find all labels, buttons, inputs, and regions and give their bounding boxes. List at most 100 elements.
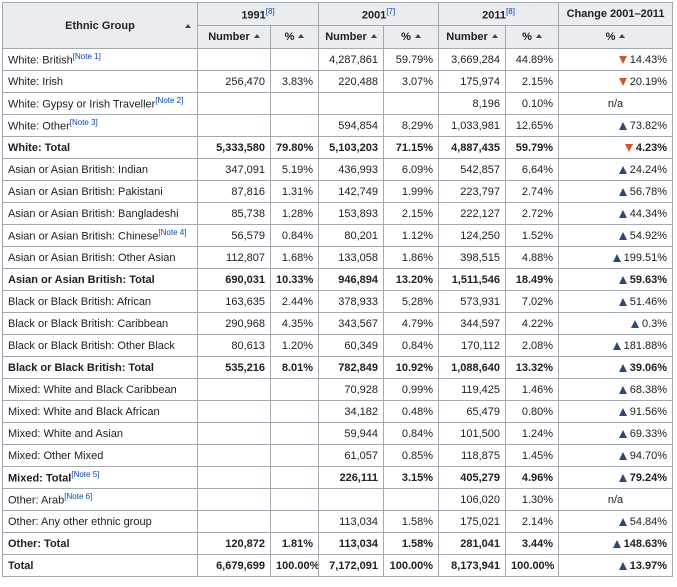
cell-text: 0.84%: [281, 229, 314, 242]
cell: 13.20%: [383, 268, 440, 291]
cell-text: 2.44%: [281, 295, 314, 308]
subheader[interactable]: %: [558, 25, 674, 49]
cell: [197, 114, 271, 137]
cell-text: 1.31%: [281, 185, 314, 198]
trend-icon: [630, 319, 639, 328]
row-label: Other: Total: [2, 532, 198, 555]
row-label: White: Irish: [2, 70, 198, 93]
cell-text: 2.15%: [401, 207, 434, 220]
cell: 1.52%: [505, 224, 560, 247]
row-label: Mixed: White and Black Caribbean: [2, 378, 198, 401]
trend-icon: [618, 473, 627, 482]
subheader[interactable]: Number: [318, 25, 385, 49]
trend-icon: [612, 341, 621, 350]
cell: 2.14%: [505, 510, 560, 533]
cell-text: 0.48%: [401, 405, 434, 418]
cell-text: 436,993: [338, 163, 379, 176]
cell: 61,057: [318, 444, 385, 467]
cell: 0.3%: [558, 312, 674, 335]
cell: 85,738: [197, 202, 271, 225]
row-label: Mixed: Other Mixed: [2, 444, 198, 467]
row-label: Asian or Asian British: Pakistani: [2, 180, 198, 203]
cell: 0.84%: [383, 422, 440, 445]
group-header[interactable]: Ethnic Group: [2, 2, 198, 49]
cell-text: 4.96%: [521, 471, 554, 484]
cell: 80,201: [318, 224, 385, 247]
subheader[interactable]: %: [383, 25, 440, 49]
trend-icon: [618, 407, 627, 416]
cell-text: 4.35%: [281, 317, 314, 330]
cell: [383, 92, 440, 115]
cell-text: 91.56%: [629, 405, 668, 418]
cell: 2.44%: [269, 290, 320, 313]
cell: 1.28%: [269, 202, 320, 225]
trend-icon: [612, 253, 621, 262]
cell: [269, 466, 320, 489]
label-text: White: Other: [8, 120, 70, 133]
cell: 3.07%: [383, 70, 440, 93]
data-row: Asian or Asian British: Other Asian 112,8…: [2, 246, 674, 269]
data-row: Asian or Asian British: Indian 347,091 5.1…: [2, 158, 674, 181]
cell-text: 112,807: [226, 251, 265, 264]
cell-text: 226,111: [339, 471, 379, 484]
cell-text: 573,931: [460, 295, 501, 308]
cell-text: 8,173,941: [451, 559, 501, 572]
trend-icon: [612, 539, 621, 548]
cell-text: 153,893: [338, 207, 379, 220]
row-label: White: British[Note 1]: [2, 48, 198, 71]
subheader[interactable]: %: [505, 25, 560, 49]
label-text: Mixed: Other Mixed: [8, 449, 104, 462]
note-link: [Note 5]: [71, 470, 100, 480]
cell-text: 1,033,981: [451, 119, 501, 132]
cell-text: 100.00%: [511, 559, 555, 572]
cell: 347,091: [197, 158, 271, 181]
subheader[interactable]: Number: [438, 25, 507, 49]
data-row: Mixed: Other Mixed 61,057 0.85% 118,875 1.45…: [2, 444, 674, 467]
cell-text: 344,597: [460, 317, 501, 330]
cell: 79.80%: [269, 136, 320, 159]
cell: 343,567: [318, 312, 385, 335]
cell-text: 12.65%: [515, 119, 554, 132]
cell: 5.28%: [383, 290, 440, 313]
cell-text: 7.02%: [521, 295, 554, 308]
sort-icon: [532, 31, 542, 43]
cell-text: 59,944: [344, 427, 379, 440]
label-text: Asian or Asian British: Chinese: [8, 230, 159, 243]
cell: [318, 488, 385, 511]
cell-text: 101,500: [460, 427, 501, 440]
note-link: [Note 6]: [64, 492, 93, 502]
cell-text: 4.23%: [635, 141, 668, 154]
cell: 1.30%: [505, 488, 560, 511]
subheader-row: Number% Number% Number%%: [3, 25, 674, 49]
change-header: Change 2001–2011: [558, 2, 674, 26]
trend-icon: [618, 385, 627, 394]
label-text: Black or Black British: African: [8, 295, 152, 308]
cell: [269, 48, 320, 71]
cell: 436,993: [318, 158, 385, 181]
year-header: 1991[8]: [196, 2, 320, 26]
cell-text: 1.68%: [281, 251, 314, 264]
cell: [269, 422, 320, 445]
cell: 5.19%: [269, 158, 320, 181]
cell-text: 199.51%: [623, 251, 668, 264]
cell-text: 222,127: [460, 207, 501, 220]
row-label: Other: Arab[Note 6]: [2, 488, 198, 511]
cell: 5,333,580: [197, 136, 271, 159]
cell: 290,968: [197, 312, 271, 335]
cell-text: 59.63%: [629, 273, 668, 286]
cell-text: 1,088,640: [451, 361, 501, 374]
cell: 181.88%: [558, 334, 674, 357]
subheader[interactable]: %: [269, 25, 320, 49]
cell-text: 175,974: [460, 75, 501, 88]
subheader[interactable]: Number: [197, 25, 271, 49]
trend-icon: [624, 143, 633, 152]
cell-text: 2.74%: [521, 185, 554, 198]
cell-text: 163,635: [225, 295, 265, 308]
cell: 94.70%: [558, 444, 674, 467]
cell-text: 4,887,435: [451, 141, 501, 154]
row-label: Asian or Asian British: Total: [2, 268, 198, 291]
cell: 1.68%: [269, 246, 320, 269]
cell: 0.10%: [505, 92, 560, 115]
cell: 1.24%: [505, 422, 560, 445]
cell-text: 1.81%: [281, 537, 314, 550]
